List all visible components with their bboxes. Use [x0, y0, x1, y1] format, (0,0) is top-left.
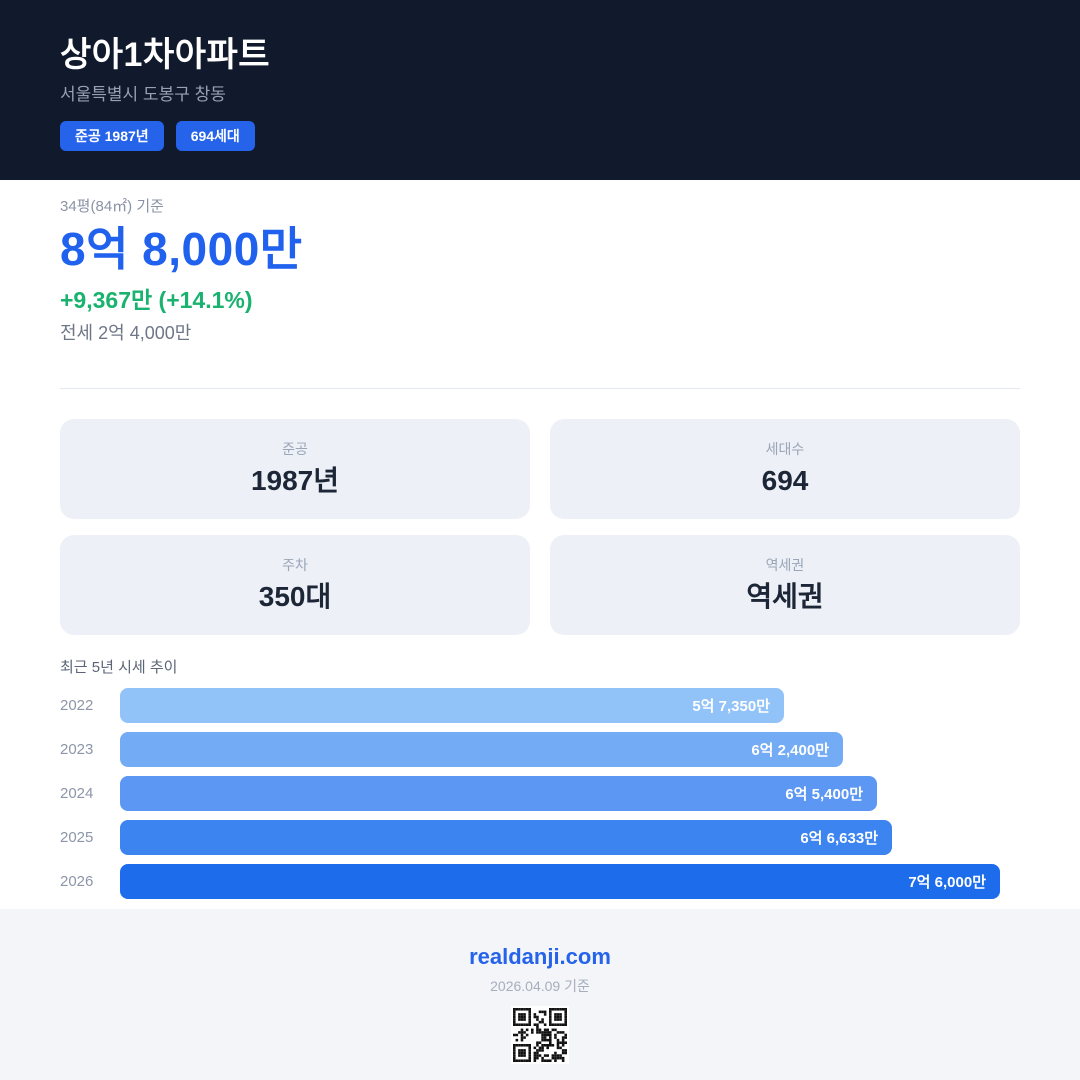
- chart-value-label: 6억 2,400만: [751, 742, 829, 759]
- price-change: +9,367만 (+14.1%): [60, 287, 253, 313]
- badge-household-count: 694세대: [175, 121, 255, 151]
- chart-year-label: 2023: [60, 741, 94, 758]
- info-card-grid: 준공 1987년 세대수 694 주차 350대 역세권 역세권: [0, 389, 1080, 635]
- chart-bar-track: 6억 2,400만: [120, 732, 1020, 767]
- chart-bar-2026: 7억 6,000만: [120, 864, 1000, 899]
- chart-year-label: 2025: [60, 829, 94, 846]
- chart-bar-track: 7억 6,000만: [120, 864, 1020, 899]
- chart-bar-2024: 6억 5,400만: [120, 776, 877, 811]
- price-trend-chart: 최근 5년 시세 추이 2022 5억 7,350만 2023 6억 2,400…: [0, 635, 1080, 899]
- badge-built-year: 준공 1987년: [60, 121, 164, 151]
- info-card-value: 350대: [258, 581, 332, 612]
- data-date: 2026.04.09 기준: [490, 978, 590, 994]
- chart-year-label: 2022: [60, 697, 94, 714]
- chart-title: 최근 5년 시세 추이: [60, 659, 178, 676]
- info-card-value: 1987년: [250, 465, 340, 496]
- chart-value-label: 7억 6,000만: [908, 874, 986, 891]
- chart-bar-row: 2026 7억 6,000만: [60, 864, 1020, 899]
- chart-rows: 2022 5억 7,350만 2023 6억 2,400만 2024 6억 5,…: [60, 688, 1020, 899]
- current-price: 8억 8,000만: [60, 223, 303, 275]
- chart-value-label: 6억 6,633만: [800, 830, 878, 847]
- info-card-station-area: 역세권 역세권: [550, 535, 1020, 635]
- chart-bar-track: 6억 5,400만: [120, 776, 1020, 811]
- chart-bar-track: 5억 7,350만: [120, 688, 1020, 723]
- chart-bar-row: 2023 6억 2,400만: [60, 732, 1020, 767]
- footer: realdanji.com 2026.04.09 기준: [0, 909, 1080, 1080]
- divider: [60, 388, 1020, 389]
- price-section: 34평(84㎡) 기준 8억 8,000만 +9,367만 (+14.1%) 전…: [0, 180, 1080, 344]
- info-card-value: 역세권: [746, 581, 824, 612]
- info-card-built: 준공 1987년: [60, 419, 530, 519]
- qr-code: [511, 1006, 569, 1064]
- apartment-address: 서울특별시 도봉구 창동: [60, 85, 226, 104]
- badge-row: 준공 1987년 694세대: [60, 121, 1020, 151]
- chart-bar-2022: 5억 7,350만: [120, 688, 784, 723]
- chart-year-label: 2024: [60, 785, 94, 802]
- info-card-label: 세대수: [765, 441, 805, 457]
- chart-bar-row: 2025 6억 6,633만: [60, 820, 1020, 855]
- chart-bar-row: 2024 6억 5,400만: [60, 776, 1020, 811]
- jeonse-price: 전세 2억 4,000만: [60, 323, 192, 343]
- apartment-title: 상아1차아파트: [60, 36, 271, 74]
- info-card-households: 세대수 694: [550, 419, 1020, 519]
- info-card-label: 역세권: [765, 557, 805, 573]
- price-basis: 34평(84㎡) 기준: [60, 198, 164, 215]
- info-card-parking: 주차 350대: [60, 535, 530, 635]
- info-card-label: 주차: [282, 557, 308, 573]
- chart-year-label: 2026: [60, 873, 94, 890]
- header: 상아1차아파트 서울특별시 도봉구 창동 준공 1987년 694세대: [0, 0, 1080, 180]
- chart-value-label: 5억 7,350만: [692, 698, 770, 715]
- chart-bar-2025: 6억 6,633만: [120, 820, 892, 855]
- chart-bar-2023: 6억 2,400만: [120, 732, 843, 767]
- info-card-value: 694: [761, 465, 809, 496]
- info-card-label: 준공: [282, 441, 308, 457]
- chart-bar-track: 6억 6,633만: [120, 820, 1020, 855]
- chart-value-label: 6억 5,400만: [785, 786, 863, 803]
- chart-bar-row: 2022 5억 7,350만: [60, 688, 1020, 723]
- brand-name: realdanji.com: [469, 944, 611, 969]
